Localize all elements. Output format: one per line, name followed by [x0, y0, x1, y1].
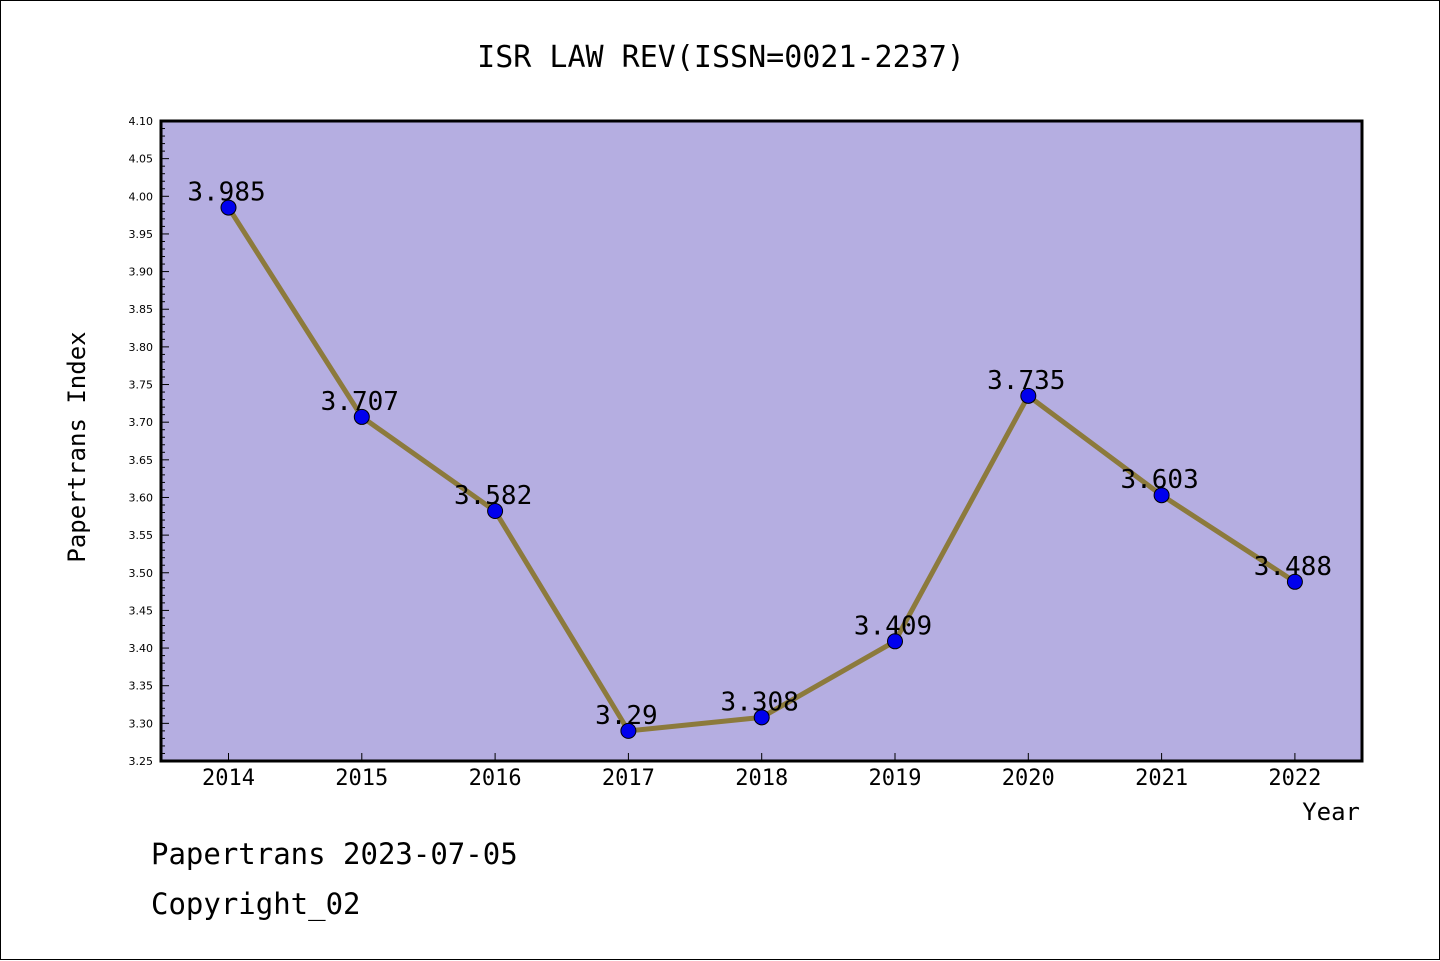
data-point — [1286, 573, 1303, 590]
y-axis-label: Papertrans Index — [63, 331, 91, 562]
x-axis-label: Year — [1302, 798, 1360, 826]
y-tick-label: 3.40 — [129, 642, 154, 655]
data-point — [487, 503, 504, 520]
data-point — [1020, 387, 1037, 404]
y-tick-label: 3.95 — [129, 228, 154, 241]
data-point — [353, 408, 370, 425]
y-tick-label: 3.50 — [129, 567, 154, 580]
y-tick-label: 3.70 — [129, 416, 154, 429]
y-tick-label: 3.55 — [129, 529, 154, 542]
x-axis: 2014 2015 2016 2017 2018 2019 2020 2021 2022 — [202, 753, 1321, 791]
data-point — [620, 722, 637, 739]
x-tick-label: 2017 — [602, 766, 655, 791]
data-label: 3.735 — [987, 366, 1065, 396]
x-tick-label: 2018 — [735, 766, 788, 791]
y-tick-label: 4.00 — [129, 190, 154, 203]
data-label: 3.582 — [454, 481, 532, 511]
y-tick-label: 3.25 — [129, 755, 154, 768]
y-tick-label: 3.65 — [129, 454, 154, 467]
y-tick-label: 3.90 — [129, 266, 154, 279]
series-group: 3.985 3.707 3.582 3.29 3.308 3.409 3.735 3.603 3… — [187, 178, 1332, 739]
x-tick-label: 2021 — [1135, 766, 1188, 791]
footer-date: Papertrans 2023-07-05 — [151, 837, 518, 871]
y-tick-label: 3.60 — [129, 491, 154, 504]
chart-title: ISR LAW REV(ISSN=0021-2237) — [477, 40, 965, 75]
data-label: 3.409 — [854, 611, 932, 641]
y-tick-label: 3.75 — [129, 379, 154, 392]
plot-border — [159, 119, 1364, 763]
data-point — [887, 633, 903, 650]
data-label: 3.985 — [187, 178, 265, 208]
y-tick-label: 4.05 — [129, 153, 154, 166]
x-tick-label: 2014 — [202, 766, 255, 791]
x-tick-label: 2022 — [1268, 766, 1321, 791]
footer-copyright: Copyright_02 — [151, 887, 361, 922]
x-tick-label: 2020 — [1002, 766, 1055, 791]
data-label: 3.29 — [595, 701, 658, 731]
y-tick-label: 3.45 — [129, 604, 154, 617]
y-tick-label: 3.35 — [129, 680, 154, 693]
x-tick-label: 2015 — [335, 766, 388, 791]
data-point — [1153, 487, 1170, 504]
data-label: 3.488 — [1254, 552, 1332, 582]
y-tick-label: 4.10 — [129, 115, 154, 128]
data-point — [220, 199, 237, 216]
y-tick-label: 3.85 — [129, 303, 154, 316]
data-label: 3.308 — [721, 687, 799, 717]
y-tick-label: 3.80 — [129, 341, 154, 354]
plot-area — [161, 121, 1362, 761]
data-label: 3.707 — [321, 387, 399, 417]
y-tick-label: 3.30 — [129, 717, 154, 730]
x-tick-label: 2016 — [469, 766, 522, 791]
data-label: 3.603 — [1120, 465, 1198, 495]
x-tick-label: 2019 — [869, 766, 922, 791]
data-point — [753, 709, 770, 726]
